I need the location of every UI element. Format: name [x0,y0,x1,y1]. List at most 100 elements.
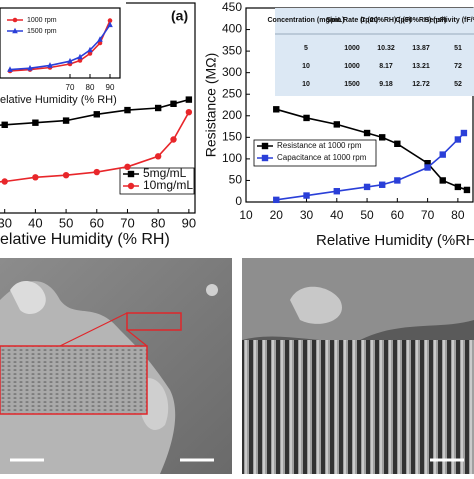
table-cell: 5 [304,45,308,52]
marker [334,121,340,127]
x-axis-label: elative Humidity (% RH) [0,94,117,106]
marker [364,130,370,136]
chart: 70 80 90 elative Humidity (% RH) 1000 rpm 150… [0,0,126,106]
marker [379,182,385,188]
marker [440,151,446,157]
marker [63,117,69,123]
x-tick-label: 10 [239,208,253,222]
x-tick-label: 70 [120,215,134,230]
marker [303,115,309,121]
marker [273,106,279,112]
y-tick-label: 0 [235,194,242,208]
x-tick-label: 60 [90,215,104,230]
marker [186,96,192,102]
x-tick-label: 90 [182,215,196,230]
x-tick-label: 30 [300,208,314,222]
table-cell: 10.32 [377,45,395,52]
marker [440,177,446,183]
table-header: Sensitivity (fF/%RH) [425,17,474,24]
marker [124,107,130,113]
table-cell: 12.72 [412,81,430,88]
marker [1,122,7,128]
sem-right [242,258,474,474]
table-cell: 51 [454,45,462,52]
marker [94,111,100,117]
legend-marker [128,183,134,189]
panel-label: (a) [171,8,188,24]
table-cell: 13.21 [412,63,430,70]
y-tick-label: 50 [229,173,243,187]
marker [1,178,7,184]
legend-label: 10mg/mL [143,178,193,192]
legend-label: Capacitance at 1000 rpm [277,153,367,162]
legend-label: 1000 rpm [27,17,57,24]
x-tick-label: 80 [451,208,465,222]
y-tick-label: 250 [222,86,242,100]
sem-left [0,258,232,474]
marker [63,172,69,178]
marker [32,120,38,126]
marker [170,101,176,107]
y-tick-label: 100 [222,151,242,165]
y-tick-label: 300 [222,65,242,79]
table-cell: 10 [302,81,310,88]
marker [303,192,309,198]
table-cell: 10 [302,63,310,70]
table-cell: 13.87 [412,45,430,52]
marker [186,109,192,115]
legend-marker [262,155,268,161]
legend-label: Resistance at 1000 rpm [277,141,362,150]
x-tick-label: 50 [59,215,73,230]
marker [170,136,176,142]
x-tick-label: 20 [270,208,284,222]
table-cell: 52 [454,81,462,88]
x-tick-label: 80 [86,83,95,92]
y-axis-label: Resistance (MΩ) [203,53,219,158]
y-tick-label: 150 [222,130,242,144]
marker [394,141,400,147]
x-tick-label: 50 [360,208,374,222]
marker [455,136,461,142]
marker [424,164,430,170]
table-cell: 72 [454,63,462,70]
table-cell: 8.17 [379,63,393,70]
marker [461,130,467,136]
table-cell: 1000 [344,63,360,70]
table-cell: 1500 [344,81,360,88]
marker [364,184,370,190]
marker [124,164,130,170]
x-tick-label: 40 [28,215,42,230]
table-cell: 9.18 [379,81,393,88]
marker [155,153,161,159]
x-axis-label: elative Humidity (% RH) [0,231,170,248]
marker [155,105,161,111]
x-tick-label: 70 [66,83,75,92]
x-axis-label: Relative Humidity (%RH [316,232,474,249]
marker [32,174,38,180]
marker [455,184,461,190]
legend-marker [262,143,268,149]
x-tick-label: 80 [151,215,165,230]
x-tick-label: 70 [421,208,435,222]
marker [379,134,385,140]
y-tick-label: 200 [222,108,242,122]
marker [464,187,470,193]
table-cell: 1000 [344,45,360,52]
marker [273,197,279,203]
x-tick-label: 30 [0,215,12,230]
marker [94,169,100,175]
table: Concentration (mg/mL)Spin Rate (rpm)C (2… [268,8,474,96]
legend-label: 1500 rpm [27,28,57,35]
marker [394,177,400,183]
marker [334,188,340,194]
y-tick-label: 350 [222,43,242,57]
y-tick-label: 400 [222,22,242,36]
legend-marker [128,171,134,177]
legend-marker [13,18,18,23]
x-tick-label: 90 [106,83,115,92]
x-tick-label: 60 [391,208,405,222]
x-tick-label: 40 [330,208,344,222]
y-tick-label: 450 [222,0,242,14]
